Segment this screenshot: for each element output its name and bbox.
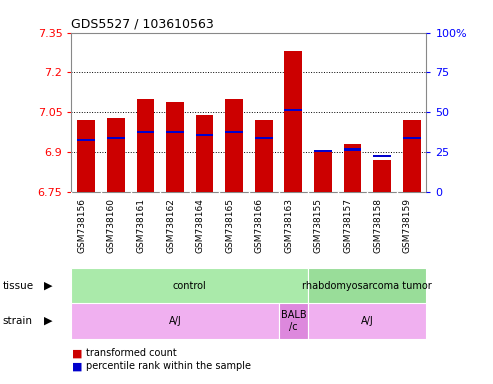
Bar: [77, 139, 95, 141]
Text: percentile rank within the sample: percentile rank within the sample: [86, 361, 251, 371]
Bar: [137, 131, 154, 133]
Bar: [308, 268, 426, 303]
Text: GSM738164: GSM738164: [196, 198, 205, 253]
Bar: [284, 109, 302, 111]
Text: GSM738157: GSM738157: [344, 198, 352, 253]
Bar: [373, 160, 391, 192]
Text: GSM738160: GSM738160: [107, 198, 116, 253]
Bar: [344, 144, 361, 192]
Text: ■: ■: [71, 361, 82, 371]
Bar: [314, 150, 332, 152]
Text: GDS5527 / 103610563: GDS5527 / 103610563: [71, 17, 214, 30]
Bar: [196, 115, 213, 192]
Bar: [196, 134, 213, 136]
Bar: [107, 118, 125, 192]
Bar: [344, 149, 361, 151]
Text: BALB
/c: BALB /c: [281, 310, 306, 332]
Bar: [284, 51, 302, 192]
Bar: [403, 137, 421, 139]
Text: strain: strain: [2, 316, 33, 326]
Bar: [403, 120, 421, 192]
Bar: [373, 155, 391, 157]
Text: GSM738162: GSM738162: [166, 198, 175, 253]
Text: ▶: ▶: [44, 316, 53, 326]
Text: GSM738161: GSM738161: [137, 198, 145, 253]
Text: GSM738158: GSM738158: [373, 198, 382, 253]
Bar: [137, 99, 154, 192]
Bar: [279, 303, 308, 339]
Bar: [166, 131, 184, 133]
Text: ■: ■: [71, 348, 82, 358]
Bar: [308, 303, 426, 339]
Text: transformed count: transformed count: [86, 348, 177, 358]
Text: GSM738163: GSM738163: [284, 198, 293, 253]
Text: ▶: ▶: [44, 281, 53, 291]
Bar: [71, 303, 279, 339]
Text: GSM738166: GSM738166: [255, 198, 264, 253]
Text: A/J: A/J: [169, 316, 181, 326]
Bar: [166, 102, 184, 192]
Bar: [107, 137, 125, 139]
Bar: [255, 120, 273, 192]
Text: GSM738156: GSM738156: [77, 198, 86, 253]
Bar: [77, 120, 95, 192]
Bar: [255, 137, 273, 139]
Text: control: control: [173, 281, 207, 291]
Text: GSM738155: GSM738155: [314, 198, 323, 253]
Text: GSM738159: GSM738159: [403, 198, 412, 253]
Bar: [225, 99, 243, 192]
Text: rhabdomyosarcoma tumor: rhabdomyosarcoma tumor: [302, 281, 432, 291]
Bar: [71, 268, 308, 303]
Text: GSM738165: GSM738165: [225, 198, 234, 253]
Bar: [314, 149, 332, 192]
Bar: [225, 131, 243, 133]
Text: tissue: tissue: [2, 281, 34, 291]
Text: A/J: A/J: [361, 316, 374, 326]
